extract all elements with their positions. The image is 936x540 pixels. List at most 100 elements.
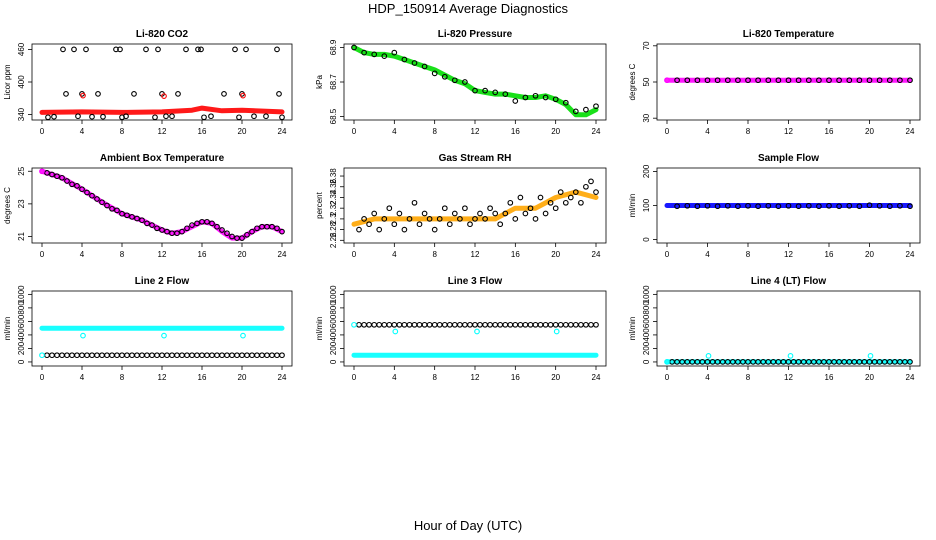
y-tick-label: 400 <box>329 328 338 342</box>
y-axis-label: ml/min <box>628 317 637 341</box>
data-point <box>391 221 398 228</box>
data-point <box>856 203 863 210</box>
y-tick-label: 2.34 <box>329 189 338 205</box>
x-tick-label: 0 <box>40 127 45 136</box>
x-tick-label: 12 <box>784 250 793 259</box>
x-tick-label: 16 <box>198 127 207 136</box>
data-point <box>588 178 594 185</box>
data-point <box>684 77 691 84</box>
y-axis-label: ml/min <box>315 317 324 341</box>
data-point <box>254 352 260 359</box>
y-tick-label: 0 <box>329 359 338 364</box>
data-point <box>194 352 200 359</box>
data-point <box>522 321 529 328</box>
data-point <box>578 199 584 206</box>
data-point <box>224 352 230 359</box>
y-tick-label: 600 <box>17 314 26 328</box>
data-point <box>386 205 393 212</box>
data-point <box>446 321 453 328</box>
x-tick-label: 16 <box>511 373 520 382</box>
x-tick-label: 8 <box>746 127 751 136</box>
data-point <box>376 226 383 233</box>
data-point <box>219 227 225 233</box>
data-point <box>785 202 792 209</box>
data-point <box>392 328 399 335</box>
data-point <box>517 321 524 328</box>
data-point <box>80 332 86 339</box>
data-point <box>472 87 478 94</box>
x-tick-label: 0 <box>40 250 45 259</box>
data-point <box>674 203 680 210</box>
y-tick-label: 68.9 <box>329 39 338 55</box>
data-point <box>221 91 227 97</box>
x-tick-label: 4 <box>392 127 397 136</box>
data-point <box>84 352 90 359</box>
data-point <box>95 91 101 97</box>
data-point <box>593 189 599 195</box>
data-point <box>361 216 367 222</box>
data-point <box>236 114 242 121</box>
data-point <box>371 210 378 217</box>
data-point <box>441 73 448 80</box>
data-point <box>64 178 70 184</box>
data-point <box>184 225 190 232</box>
y-tick-label: 2.28 <box>329 221 338 237</box>
data-point <box>553 328 560 335</box>
data-point <box>124 352 130 359</box>
data-point <box>174 352 180 359</box>
y-axis-label: degrees C <box>628 63 637 100</box>
y-axis-label: kPa <box>315 75 324 89</box>
data-point <box>567 194 574 201</box>
data-point <box>79 352 85 359</box>
data-point <box>462 79 468 85</box>
data-point <box>724 77 731 84</box>
data-point <box>366 221 372 228</box>
data-point <box>416 221 423 228</box>
data-point <box>704 202 711 209</box>
data-point <box>114 207 120 214</box>
data-point <box>431 70 438 77</box>
data-point <box>714 77 721 84</box>
data-point <box>89 192 95 199</box>
data-point <box>542 321 549 328</box>
data-point <box>243 46 249 53</box>
data-point <box>198 46 204 53</box>
data-point <box>381 216 388 222</box>
data-point <box>179 228 185 235</box>
data-point <box>856 77 863 84</box>
data-point <box>487 321 493 328</box>
series-band-green <box>351 45 599 118</box>
data-point <box>441 321 448 328</box>
data-point <box>259 352 265 359</box>
data-point <box>371 321 378 328</box>
data-point <box>201 114 207 121</box>
data-point <box>805 77 812 84</box>
data-point <box>497 321 504 328</box>
data-point <box>492 321 499 328</box>
data-point <box>376 321 383 328</box>
data-point <box>269 352 275 359</box>
data-point <box>572 108 579 115</box>
data-point <box>159 227 165 233</box>
data-point <box>467 221 473 228</box>
data-point <box>735 203 741 210</box>
x-tick-label: 12 <box>158 127 167 136</box>
data-point <box>846 77 853 84</box>
data-point <box>775 77 782 84</box>
data-point <box>907 203 913 210</box>
data-point <box>39 352 45 359</box>
x-tick-label: 12 <box>784 127 793 136</box>
data-point <box>502 321 509 328</box>
x-tick-label: 20 <box>865 250 874 259</box>
y-tick-label: 1000 <box>17 285 26 303</box>
data-point <box>674 77 680 84</box>
data-point <box>482 321 488 328</box>
data-point <box>117 46 123 53</box>
data-point <box>149 222 155 228</box>
data-point <box>209 352 215 359</box>
data-point <box>208 113 214 120</box>
data-point <box>401 321 408 328</box>
data-point <box>482 216 488 222</box>
x-tick-label: 16 <box>825 127 834 136</box>
data-point <box>795 203 802 210</box>
